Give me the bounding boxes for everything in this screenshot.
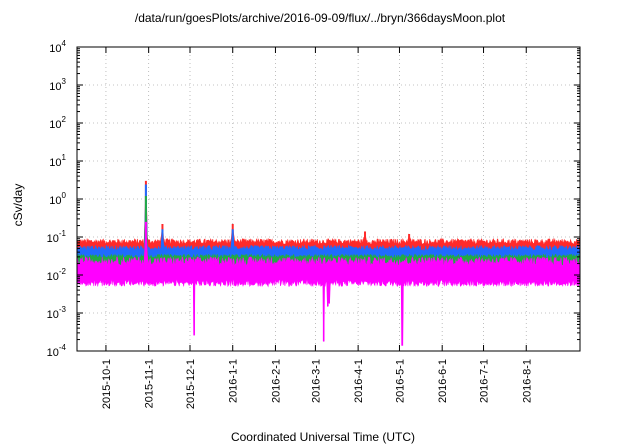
x-tick-label: 2015-10-1	[101, 359, 113, 409]
y-tick-label: 100	[49, 191, 66, 207]
y-tick-base: 10	[49, 119, 61, 131]
y-tick-label: 102	[49, 115, 66, 131]
y-tick-exponent: 0	[62, 191, 67, 200]
y-tick-exponent: 1	[62, 153, 67, 162]
y-tick-exponent: 3	[62, 77, 67, 86]
y-tick-label: 10-2	[47, 267, 67, 283]
x-tick-label: 2016-3-1	[310, 359, 322, 403]
y-tick-label: 104	[49, 39, 66, 55]
y-tick-exponent: 4	[62, 39, 67, 48]
axes: 10-410-310-210-11001011021031042015-10-1…	[47, 39, 580, 409]
x-tick-label: 2016-7-1	[479, 359, 491, 403]
x-tick-label: 2015-11-1	[144, 359, 156, 408]
y-tick-label: 10-1	[47, 229, 67, 245]
x-tick-label: 2016-5-1	[394, 359, 406, 403]
x-tick-label: 2016-1-1	[228, 359, 240, 403]
y-tick-base: 10	[49, 43, 61, 55]
chart-title: /data/run/goesPlots/archive/2016-09-09/f…	[135, 11, 506, 25]
y-tick-label: 10-3	[47, 305, 67, 321]
x-tick-label: 2016-4-1	[353, 359, 365, 403]
x-tick-label: 2016-8-1	[521, 359, 533, 403]
grid	[77, 47, 580, 351]
y-tick-exponent: 2	[62, 115, 67, 124]
y-axis-label: cSv/day	[11, 184, 25, 227]
y-tick-base: 10	[49, 195, 61, 207]
y-tick-base: 10	[47, 271, 59, 283]
y-tick-exponent: -1	[59, 229, 67, 238]
y-tick-exponent: -3	[59, 305, 67, 314]
y-tick-base: 10	[47, 309, 59, 321]
y-tick-base: 10	[47, 233, 59, 245]
y-tick-label: 10-4	[47, 343, 67, 359]
y-tick-label: 101	[49, 153, 66, 169]
x-tick-label: 2016-2-1	[270, 359, 282, 403]
y-tick-base: 10	[47, 347, 59, 359]
y-tick-base: 10	[49, 157, 61, 169]
y-tick-base: 10	[49, 81, 61, 93]
x-axis-label: Coordinated Universal Time (UTC)	[231, 430, 415, 444]
y-tick-exponent: -4	[59, 343, 67, 352]
x-tick-label: 2015-12-1	[185, 359, 197, 409]
y-tick-label: 103	[49, 77, 66, 93]
y-tick-exponent: -2	[59, 267, 67, 276]
x-tick-label: 2016-6-1	[437, 359, 449, 403]
